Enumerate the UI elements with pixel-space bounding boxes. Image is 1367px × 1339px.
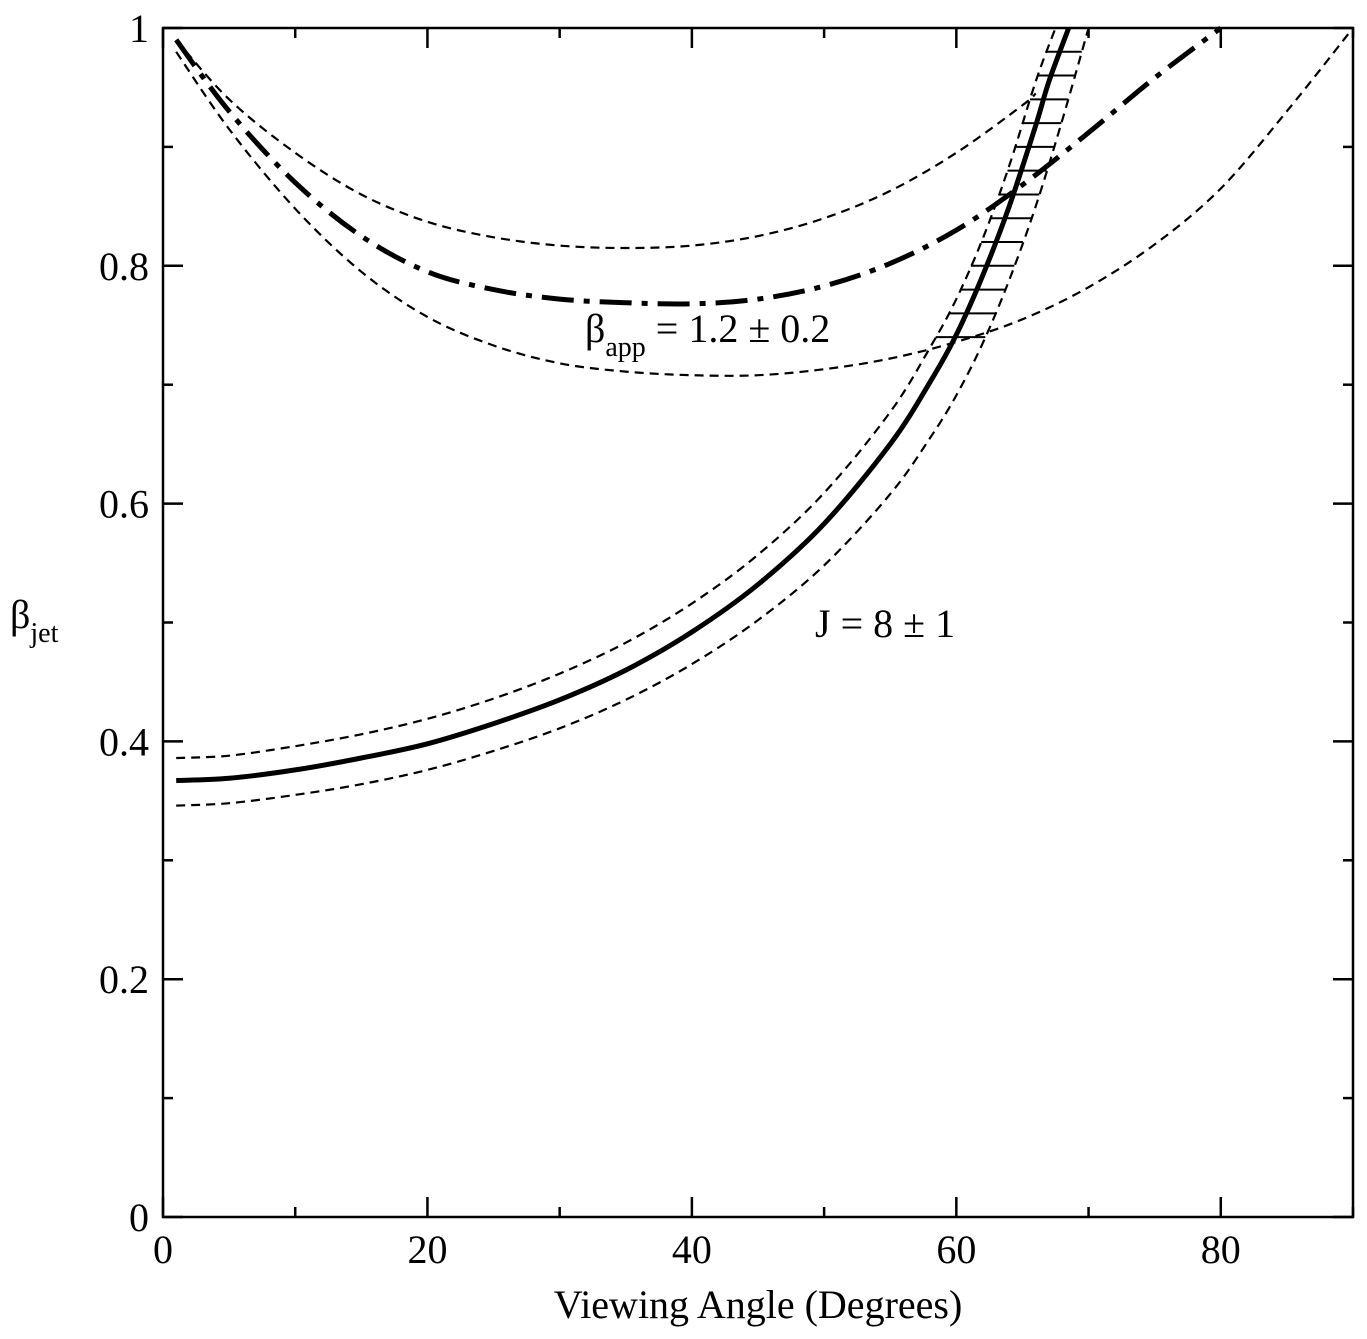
series-line-0 — [174, 26, 1223, 307]
y-tick-label: 0 — [129, 1195, 149, 1240]
ticks-layer: 0 20 40 60 80 0 0.2 0.4 0.6 0.8 1 — [99, 6, 1355, 1272]
y-axis-title: βjet — [10, 592, 59, 649]
series-line-4 — [176, 27, 1057, 760]
annotation-j: J = 8 ± 1 — [815, 601, 955, 646]
series-line-5 — [176, 27, 1090, 807]
x-tick-label: 60 — [936, 1227, 976, 1272]
series-layer — [174, 26, 1354, 807]
x-tick-label: 40 — [672, 1227, 712, 1272]
series-line-1 — [175, 39, 1037, 250]
annotation-beta-app-main: β — [585, 306, 605, 351]
y-tick-label: 0.8 — [99, 244, 149, 289]
y-tick-label: 1 — [129, 6, 149, 51]
y-axis-title-sub: jet — [29, 618, 58, 649]
hatch-layer — [935, 50, 1082, 339]
annotation-beta-app: βapp = 1.2 ± 0.2 — [585, 306, 830, 363]
y-tick-label: 0.6 — [99, 482, 149, 527]
plot-frame — [161, 26, 1355, 1219]
annotation-beta-app-sub: app — [605, 332, 645, 363]
y-axis-title-main: β — [10, 592, 30, 637]
annotation-beta-app-rest: = 1.2 ± 0.2 — [646, 306, 831, 351]
series-line-2 — [175, 27, 1354, 377]
y-tick-label: 0.4 — [99, 719, 149, 764]
x-tick-label: 20 — [407, 1227, 447, 1272]
x-tick-label: 0 — [153, 1227, 173, 1272]
x-axis-title: Viewing Angle (Degrees) — [554, 1282, 963, 1327]
x-tick-label: 80 — [1201, 1227, 1241, 1272]
series-line-3 — [176, 27, 1072, 784]
y-tick-label: 0.2 — [99, 957, 149, 1002]
